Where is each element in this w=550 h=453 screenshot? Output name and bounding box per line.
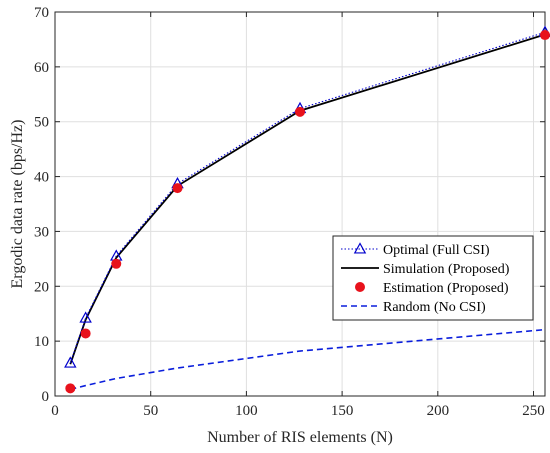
legend: Optimal (Full CSI) Simulation (Proposed) E… — [332, 235, 534, 321]
axis-ticks: 0 50 100 150 200 250 0 10 20 30 40 50 60 70 — [34, 5, 545, 419]
legend-marker — [355, 282, 365, 292]
series-1 — [69, 33, 546, 365]
series-2 — [65, 30, 550, 394]
x-tick-label: 50 — [143, 403, 158, 419]
data-point — [79, 311, 92, 323]
x-tick-label: 150 — [331, 403, 354, 419]
legend-item: Estimation (Proposed) — [355, 281, 509, 296]
data-point — [80, 328, 91, 339]
y-tick-label: 40 — [34, 170, 49, 186]
y-tick-label: 10 — [34, 334, 49, 350]
y-tick-label: 50 — [34, 115, 49, 131]
series-line — [69, 33, 546, 365]
y-tick-label: 30 — [34, 224, 49, 240]
series-3 — [70, 328, 546, 391]
data-point — [65, 383, 76, 394]
data-point — [295, 106, 305, 117]
grid-lines — [54, 11, 545, 397]
legend-label: Estimation (Proposed) — [383, 281, 509, 296]
legend-label: Random (No CSI) — [383, 300, 486, 315]
plot-frame — [54, 11, 546, 397]
legend-label: Optimal (Full CSI) — [383, 243, 490, 258]
x-tick-label: 200 — [427, 403, 450, 419]
y-tick-label: 70 — [34, 5, 49, 21]
data-point — [64, 356, 77, 368]
x-tick-label: 100 — [235, 403, 258, 419]
y-tick-label: 60 — [34, 60, 49, 76]
data-point — [172, 183, 183, 194]
legend-item: Simulation (Proposed) — [341, 262, 510, 277]
data-point — [111, 258, 122, 269]
data-point — [540, 30, 550, 41]
x-tick-label: 0 — [51, 403, 59, 419]
legend-marker — [353, 242, 367, 254]
legend-label: Simulation (Proposed) — [383, 262, 510, 277]
y-tick-label: 20 — [34, 279, 49, 295]
y-axis-label: Ergodic data rate (bps/Hz) — [9, 120, 26, 289]
series-layer — [64, 25, 550, 394]
legend-item: Optimal (Full CSI) — [341, 242, 490, 258]
x-tick-label: 250 — [522, 403, 545, 419]
series-line — [69, 31, 546, 364]
y-tick-label: 0 — [42, 389, 50, 405]
series-line — [70, 328, 546, 391]
legend-item: Random (No CSI) — [341, 300, 486, 315]
x-axis-label: Number of RIS elements (N) — [207, 429, 393, 446]
